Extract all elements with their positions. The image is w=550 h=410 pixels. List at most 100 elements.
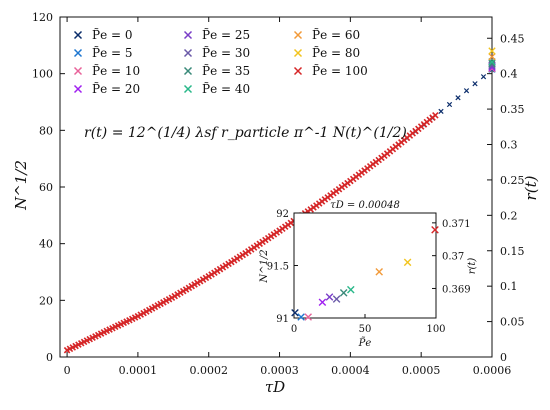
data-point-stroke-b xyxy=(488,59,496,68)
y2-tick-label: 0.1 xyxy=(500,280,518,293)
inset-points-layer xyxy=(291,226,439,321)
y2-tick-label: 0.25 xyxy=(500,174,525,187)
legend-marker xyxy=(73,48,83,58)
inset-data-point xyxy=(332,295,341,303)
y-tick-label: 100 xyxy=(32,68,53,81)
legend-marker-stroke-b xyxy=(73,30,83,40)
y2-tick-label: 0.4 xyxy=(500,68,518,81)
legend-label: P̃e = 20 xyxy=(92,81,140,96)
data-point-stroke-b xyxy=(488,52,496,61)
inset-y2-tick-label: 0.371 xyxy=(442,219,471,230)
inset-data-point-stroke-b xyxy=(318,298,327,307)
legend-marker xyxy=(183,84,193,94)
main-y-ticks: 0 20 40 60 80 100 120 xyxy=(32,11,65,364)
data-point xyxy=(488,59,496,68)
inset-data-point-stroke-b xyxy=(375,268,383,276)
inset-data-point-stroke-b xyxy=(291,308,299,317)
y-tick-label: 60 xyxy=(39,181,53,194)
data-point xyxy=(463,88,470,94)
data-point-stroke-b xyxy=(446,101,453,108)
inset-data-point xyxy=(339,289,348,297)
inset-data-point xyxy=(375,268,383,276)
data-point xyxy=(472,81,478,87)
y2-tick-label: 0.15 xyxy=(500,245,525,258)
data-point-stroke-b xyxy=(455,95,461,101)
data-point-stroke-b xyxy=(463,88,470,94)
legend-marker xyxy=(183,48,193,58)
y2-tick-label: 0.3 xyxy=(500,139,518,152)
inset-plot-frame xyxy=(293,212,437,319)
legend-marker xyxy=(183,30,193,40)
y-tick-label: 80 xyxy=(39,124,53,137)
x-tick-label: 0.0001 xyxy=(119,364,158,377)
inset-y2-label-group: r(t) xyxy=(467,258,478,275)
data-point-stroke-b xyxy=(488,47,496,55)
inset-y-label: N^1/2 xyxy=(259,249,270,283)
inset-y-tick-label: 91 xyxy=(276,314,289,325)
inset-title: τD = 0.00048 xyxy=(330,200,400,211)
inset-data-point xyxy=(304,313,312,321)
y-axis-label: N^1/2 xyxy=(12,160,30,211)
series-9 xyxy=(488,47,496,55)
x-axis-label: τD xyxy=(265,378,285,396)
legend-marker-stroke-b xyxy=(293,66,303,76)
inset-y-tick-label: 92 xyxy=(276,209,289,220)
legend-marker-stroke-b xyxy=(293,48,303,58)
main-x-ticks: 0 0.0001 0.0002 0.0003 0.0004 0.0005 0.0006 xyxy=(64,17,511,377)
formula-annotation: r(t) = 12^(1/4) λsf r_particle π^-1 N(t)… xyxy=(84,125,407,141)
data-point xyxy=(455,95,461,101)
legend-label: P̃e = 5 xyxy=(92,45,133,60)
series-10 xyxy=(63,112,439,354)
inset-y2-label: r(t) xyxy=(467,258,478,275)
y2-tick-label: 0.05 xyxy=(500,316,525,329)
main-y2-ticks: 0 0.05 0.1 0.15 0.2 0.25 0.3 0.35 0.4 0.45 xyxy=(487,32,525,364)
legend-label: P̃e = 60 xyxy=(312,27,360,42)
inset-data-point-stroke-b xyxy=(403,258,412,267)
data-point xyxy=(432,112,439,119)
y-tick-label: 20 xyxy=(39,294,53,307)
legend-label: P̃e = 0 xyxy=(92,27,133,42)
inset-data-point xyxy=(291,308,299,317)
inset-data-point-stroke-b xyxy=(297,313,305,321)
inset-data-point xyxy=(318,298,327,307)
data-point xyxy=(446,101,453,108)
y2-tick-label: 0.45 xyxy=(500,32,525,45)
data-point-stroke-b xyxy=(480,74,487,80)
legend-label: P̃e = 25 xyxy=(202,27,250,42)
data-point xyxy=(488,47,496,55)
x-tick-label: 0.0003 xyxy=(260,364,299,377)
inset-y2-ticks: 0.369 0.37 0.371 xyxy=(432,219,471,295)
main-plot: 0 0.0001 0.0002 0.0003 0.0004 0.0005 0.0006 0 2… xyxy=(12,11,540,396)
data-point xyxy=(480,74,487,80)
y-tick-label: 40 xyxy=(39,238,53,251)
inset-data-point-stroke-b xyxy=(339,289,348,297)
inset-data-point xyxy=(325,293,334,301)
inset-y2-tick-label: 0.37 xyxy=(442,252,464,263)
y-tick-label: 120 xyxy=(32,11,53,24)
inset-data-point-stroke-b xyxy=(347,285,355,294)
legend-marker xyxy=(73,30,83,40)
legend-marker xyxy=(293,30,303,40)
legend-marker-stroke-b xyxy=(183,66,193,76)
data-point-stroke-b xyxy=(472,81,478,87)
legend-marker xyxy=(73,84,83,94)
inset-data-point xyxy=(297,313,305,321)
inset-y-tick-label: 91.5 xyxy=(267,262,289,273)
inset-x-tick-label: 0 xyxy=(291,324,297,335)
y-axis-label-group: N^1/2 xyxy=(12,160,30,211)
inset-data-point-stroke-b xyxy=(431,226,439,234)
inset-y-label-group: N^1/2 xyxy=(259,249,270,283)
data-point xyxy=(488,52,496,61)
data-point-stroke-b xyxy=(432,112,439,119)
x-tick-label: 0.0002 xyxy=(189,364,228,377)
legend-label: P̃e = 35 xyxy=(202,63,250,78)
series-6 xyxy=(488,59,496,68)
legend-label: P̃e = 40 xyxy=(202,81,250,96)
legend-marker-stroke-b xyxy=(73,48,83,58)
y-tick-label: 0 xyxy=(46,351,53,364)
y2-tick-label: 0.2 xyxy=(500,209,518,222)
main-series-layer xyxy=(63,47,496,354)
legend-marker xyxy=(293,66,303,76)
inset-data-point-stroke-b xyxy=(304,313,312,321)
